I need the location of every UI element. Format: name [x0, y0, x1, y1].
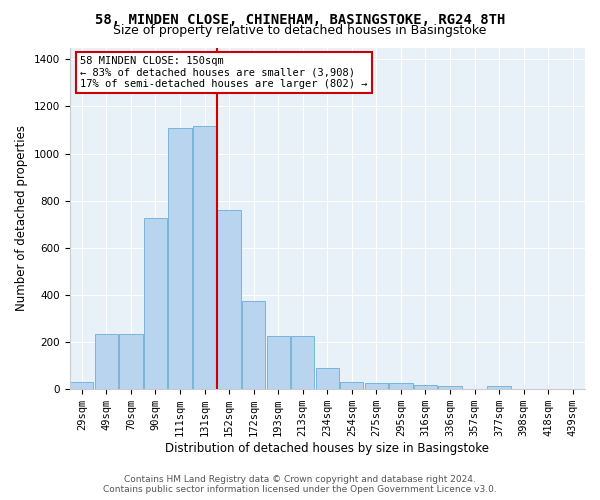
Text: 58, MINDEN CLOSE, CHINEHAM, BASINGSTOKE, RG24 8TH: 58, MINDEN CLOSE, CHINEHAM, BASINGSTOKE,… [95, 12, 505, 26]
Bar [316, 368, 339, 389]
Bar [487, 386, 511, 389]
Bar [414, 385, 437, 389]
Text: Size of property relative to detached houses in Basingstoke: Size of property relative to detached ho… [113, 24, 487, 37]
Bar [193, 126, 216, 389]
Text: Contains HM Land Registry data © Crown copyright and database right 2024.
Contai: Contains HM Land Registry data © Crown c… [103, 474, 497, 494]
Bar [119, 334, 143, 389]
Bar [242, 301, 265, 389]
Bar [144, 218, 167, 389]
Bar [95, 334, 118, 389]
Bar [70, 382, 94, 389]
Bar [389, 383, 413, 389]
Bar [217, 210, 241, 389]
Bar [291, 336, 314, 389]
Bar [439, 386, 461, 389]
Bar [340, 382, 364, 389]
Y-axis label: Number of detached properties: Number of detached properties [15, 126, 28, 312]
Bar [266, 336, 290, 389]
X-axis label: Distribution of detached houses by size in Basingstoke: Distribution of detached houses by size … [165, 442, 489, 455]
Bar [365, 383, 388, 389]
Bar [169, 128, 191, 389]
Text: 58 MINDEN CLOSE: 150sqm
← 83% of detached houses are smaller (3,908)
17% of semi: 58 MINDEN CLOSE: 150sqm ← 83% of detache… [80, 56, 367, 89]
